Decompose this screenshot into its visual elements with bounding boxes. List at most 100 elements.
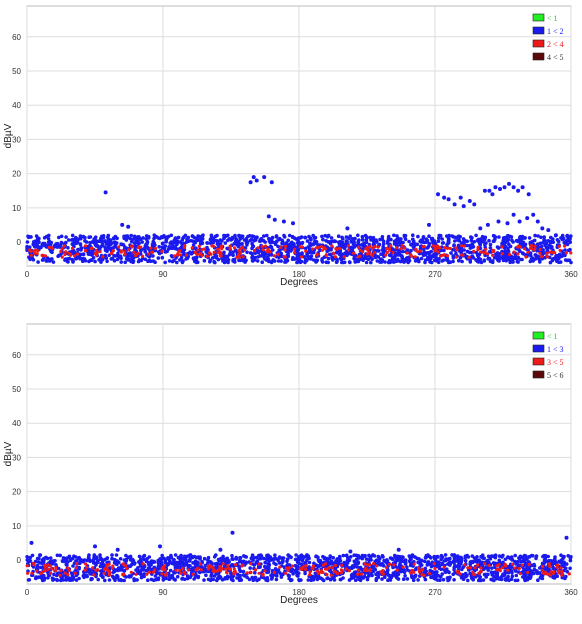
data-point-red [198, 562, 203, 566]
data-point [420, 238, 425, 242]
data-point-red [399, 247, 403, 251]
data-point [135, 567, 140, 572]
data-point [492, 578, 496, 583]
data-point [255, 259, 260, 263]
data-point-red [417, 570, 421, 574]
data-point [323, 233, 328, 238]
data-point-red [233, 246, 237, 250]
data-point [353, 570, 358, 574]
data-point [316, 243, 320, 247]
data-point [293, 257, 298, 261]
data-point [129, 233, 133, 238]
data-point [529, 569, 534, 574]
data-point [313, 236, 318, 240]
data-point [208, 238, 213, 242]
data-point-red [30, 571, 34, 575]
data-point [256, 251, 261, 255]
data-point [502, 241, 507, 246]
data-point [252, 238, 256, 243]
data-point [143, 257, 148, 262]
data-point-red [375, 564, 379, 568]
data-point [478, 240, 483, 245]
data-point [469, 238, 474, 243]
data-point [377, 556, 382, 561]
data-point [442, 248, 446, 253]
data-point [461, 565, 466, 570]
data-point [243, 554, 248, 559]
data-point [443, 553, 448, 557]
data-point [383, 575, 387, 579]
data-point [138, 557, 143, 562]
data-point [325, 576, 330, 580]
data-point-red [356, 572, 360, 576]
data-point [261, 238, 266, 243]
data-point [303, 235, 308, 240]
data-point [539, 573, 543, 577]
data-point [223, 241, 228, 245]
data-point-red [225, 570, 229, 574]
data-point [196, 234, 200, 238]
data-point [188, 554, 193, 559]
data-point-red [427, 572, 432, 576]
data-point [493, 185, 498, 190]
x-tick-label: 180 [292, 588, 306, 597]
data-point [307, 556, 311, 561]
data-point [468, 562, 473, 567]
data-point-red [174, 568, 178, 572]
data-point-red [73, 571, 77, 575]
data-point [505, 239, 510, 243]
data-point [155, 235, 159, 239]
data-point [330, 576, 335, 580]
data-point [388, 578, 393, 582]
data-point-red [178, 253, 183, 257]
data-point-red [239, 247, 243, 251]
data-point [103, 245, 107, 249]
y-axis-title: dBµV [3, 123, 14, 148]
data-point-red [363, 562, 367, 566]
data-point-red [513, 566, 517, 570]
data-point [369, 558, 373, 562]
data-point [86, 555, 91, 559]
data-point [393, 553, 397, 558]
data-point [549, 246, 553, 250]
data-point [348, 549, 353, 554]
data-point [112, 240, 116, 245]
legend-label: < 1 [547, 14, 558, 23]
data-point [479, 237, 483, 241]
data-point [222, 236, 226, 240]
data-point [281, 241, 285, 246]
data-point-red [60, 255, 64, 259]
data-point [128, 574, 133, 579]
data-point [57, 235, 61, 240]
data-point-red [372, 250, 376, 255]
data-point [89, 258, 94, 263]
data-point [99, 236, 103, 241]
data-point [205, 241, 209, 245]
data-point [297, 257, 302, 261]
data-point [360, 575, 364, 579]
data-point [307, 567, 312, 571]
data-point [463, 571, 468, 576]
data-point-red [335, 571, 339, 575]
data-point [118, 557, 123, 561]
data-point-red [333, 255, 337, 259]
data-point [183, 556, 187, 561]
data-point-red [83, 568, 87, 572]
data-point-red [283, 255, 287, 259]
data-point-red [311, 247, 315, 251]
data-point [545, 559, 549, 564]
data-point [364, 260, 369, 265]
data-point [234, 236, 238, 241]
data-point-red [109, 251, 113, 256]
data-point [423, 555, 428, 560]
data-point [539, 235, 543, 240]
data-point [554, 258, 559, 262]
data-point [311, 233, 316, 238]
data-point [503, 244, 508, 249]
data-point [55, 241, 60, 246]
data-point [534, 554, 539, 558]
data-point [568, 558, 573, 563]
data-point-red [237, 255, 241, 259]
data-point [463, 558, 468, 563]
data-point [184, 560, 189, 564]
